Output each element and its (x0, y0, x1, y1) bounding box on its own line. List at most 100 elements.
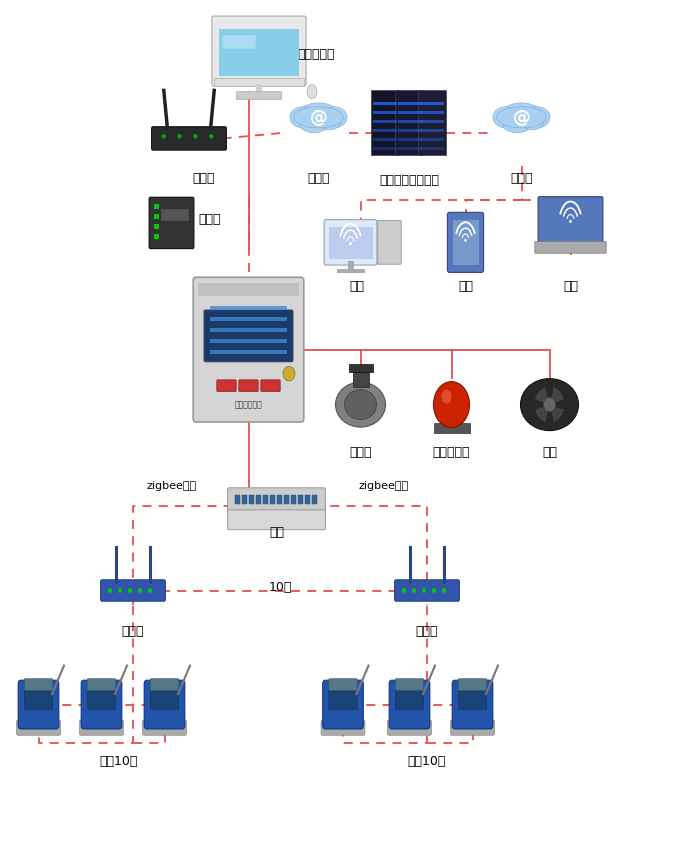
Bar (211, 317, 286, 322)
Circle shape (349, 243, 352, 246)
Wedge shape (550, 387, 564, 405)
Text: 10组: 10组 (268, 580, 292, 593)
FancyBboxPatch shape (81, 680, 122, 729)
Bar (452, 220, 479, 266)
FancyBboxPatch shape (193, 278, 304, 423)
Bar (242, 495, 247, 505)
Bar (337, 270, 365, 274)
Ellipse shape (521, 113, 544, 131)
Text: 风机: 风机 (542, 446, 557, 458)
FancyBboxPatch shape (451, 720, 494, 735)
Bar (419, 148, 444, 151)
Bar (398, 148, 421, 151)
Bar (419, 138, 444, 142)
Circle shape (209, 135, 214, 139)
Text: 可接10台: 可接10台 (408, 754, 446, 766)
FancyBboxPatch shape (395, 690, 423, 710)
Bar (291, 495, 296, 505)
Text: 转换器: 转换器 (198, 213, 220, 226)
FancyBboxPatch shape (447, 213, 484, 273)
FancyBboxPatch shape (152, 127, 226, 151)
FancyBboxPatch shape (143, 720, 186, 735)
FancyBboxPatch shape (395, 580, 459, 602)
Wedge shape (535, 387, 550, 405)
FancyBboxPatch shape (458, 690, 486, 710)
FancyBboxPatch shape (228, 488, 326, 511)
Bar (419, 121, 444, 124)
FancyBboxPatch shape (239, 381, 258, 392)
Bar (270, 495, 275, 505)
Bar (263, 495, 268, 505)
FancyBboxPatch shape (150, 679, 178, 690)
Circle shape (569, 220, 572, 224)
Ellipse shape (318, 113, 341, 131)
Bar (284, 495, 289, 505)
Circle shape (422, 588, 426, 593)
Ellipse shape (524, 107, 550, 129)
Bar (153, 235, 158, 240)
Bar (211, 306, 286, 311)
FancyBboxPatch shape (25, 679, 52, 690)
Wedge shape (535, 405, 550, 423)
Bar (235, 495, 240, 505)
Bar (398, 138, 421, 142)
Bar (211, 328, 286, 333)
Bar (372, 121, 396, 124)
FancyBboxPatch shape (388, 720, 431, 735)
Bar (419, 111, 444, 115)
Circle shape (412, 588, 416, 593)
Circle shape (178, 135, 181, 139)
Bar (153, 205, 158, 209)
Ellipse shape (321, 107, 347, 129)
FancyBboxPatch shape (204, 311, 293, 362)
Ellipse shape (294, 107, 343, 129)
Circle shape (543, 398, 556, 413)
Wedge shape (550, 405, 564, 423)
Circle shape (162, 135, 166, 139)
Bar (419, 103, 444, 106)
Bar (277, 495, 282, 505)
FancyBboxPatch shape (378, 221, 401, 265)
Circle shape (464, 240, 467, 242)
FancyBboxPatch shape (458, 679, 486, 690)
Text: @: @ (512, 109, 531, 127)
Text: 中继器: 中继器 (416, 625, 438, 637)
Bar (372, 148, 396, 151)
Bar (160, 209, 188, 222)
Ellipse shape (493, 107, 519, 129)
FancyBboxPatch shape (329, 679, 357, 690)
FancyBboxPatch shape (88, 679, 116, 690)
Bar (256, 84, 262, 95)
Ellipse shape (433, 382, 470, 428)
FancyBboxPatch shape (323, 680, 363, 729)
FancyBboxPatch shape (212, 17, 306, 87)
Bar (398, 121, 421, 124)
Bar (372, 138, 396, 142)
Ellipse shape (521, 379, 578, 431)
Bar (219, 30, 299, 77)
FancyBboxPatch shape (237, 93, 281, 100)
FancyBboxPatch shape (17, 720, 60, 735)
FancyBboxPatch shape (25, 690, 52, 710)
Text: 安帕尔网络服务器: 安帕尔网络服务器 (379, 174, 440, 187)
FancyBboxPatch shape (217, 381, 236, 392)
Ellipse shape (497, 107, 546, 129)
Bar (370, 91, 398, 155)
Bar (211, 339, 286, 344)
Circle shape (128, 588, 132, 593)
Circle shape (442, 588, 446, 593)
FancyBboxPatch shape (80, 720, 123, 735)
Text: 中继器: 中继器 (122, 625, 144, 637)
Bar (419, 130, 444, 133)
FancyBboxPatch shape (261, 381, 280, 392)
Circle shape (283, 367, 295, 381)
Bar (312, 495, 317, 505)
Text: 报警控制主机: 报警控制主机 (234, 400, 262, 408)
Circle shape (402, 588, 406, 593)
Bar (305, 495, 310, 505)
Bar (211, 350, 286, 354)
Bar (198, 284, 299, 296)
Text: 单机版电脑: 单机版电脑 (298, 48, 335, 61)
Bar (372, 103, 396, 106)
Bar (256, 495, 261, 505)
